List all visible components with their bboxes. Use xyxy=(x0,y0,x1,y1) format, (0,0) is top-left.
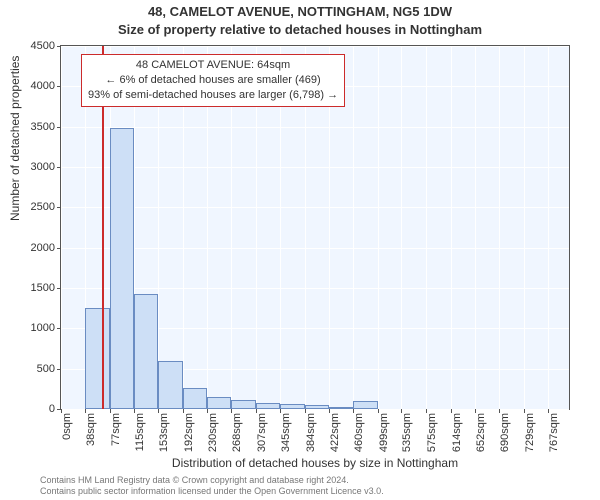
grid-vertical xyxy=(353,46,354,409)
histogram-bar xyxy=(353,401,378,409)
credits-line-1: Contains HM Land Registry data © Crown c… xyxy=(40,475,590,486)
x-tick-label: 575sqm xyxy=(426,409,438,452)
chart-title-main: 48, CAMELOT AVENUE, NOTTINGHAM, NG5 1DW xyxy=(0,4,600,19)
credits-line-2: Contains public sector information licen… xyxy=(40,486,590,497)
y-tick-mark xyxy=(57,369,61,370)
x-tick-label: 422sqm xyxy=(329,409,341,452)
histogram-bar xyxy=(183,388,207,409)
y-tick-mark xyxy=(57,127,61,128)
y-tick-label: 4000 xyxy=(5,80,55,92)
grid-vertical xyxy=(475,46,476,409)
callout-box: 48 CAMELOT AVENUE: 64sqm ← 6% of detache… xyxy=(81,54,345,107)
y-tick-mark xyxy=(57,248,61,249)
grid-vertical xyxy=(499,46,500,409)
x-tick-label: 729sqm xyxy=(524,409,536,452)
y-tick-label: 0 xyxy=(5,403,55,415)
x-tick-label: 345sqm xyxy=(280,409,292,452)
histogram-bar xyxy=(158,361,183,409)
x-tick-label: 77sqm xyxy=(110,409,122,446)
grid-horizontal xyxy=(61,207,569,208)
grid-vertical xyxy=(451,46,452,409)
y-tick-mark xyxy=(57,207,61,208)
y-tick-label: 3500 xyxy=(5,121,55,133)
callout-line-1: 48 CAMELOT AVENUE: 64sqm xyxy=(88,58,338,73)
callout-line-3: 93% of semi-detached houses are larger (… xyxy=(88,88,338,103)
x-tick-label: 38sqm xyxy=(85,409,97,446)
x-tick-label: 652sqm xyxy=(475,409,487,452)
x-tick-label: 230sqm xyxy=(207,409,219,452)
y-tick-label: 2500 xyxy=(5,201,55,213)
x-tick-label: 115sqm xyxy=(134,409,146,451)
x-tick-label: 268sqm xyxy=(231,409,243,452)
histogram-bar xyxy=(110,128,134,409)
grid-horizontal xyxy=(61,288,569,289)
credits: Contains HM Land Registry data © Crown c… xyxy=(40,475,590,498)
callout-line-2: ← 6% of detached houses are smaller (469… xyxy=(88,73,338,88)
x-tick-label: 767sqm xyxy=(548,409,560,452)
histogram-bar xyxy=(134,294,158,409)
plot-area: 48 CAMELOT AVENUE: 64sqm ← 6% of detache… xyxy=(60,45,570,410)
x-tick-label: 192sqm xyxy=(183,409,195,452)
grid-horizontal xyxy=(61,127,569,128)
y-tick-label: 2000 xyxy=(5,242,55,254)
x-axis-label: Distribution of detached houses by size … xyxy=(60,456,570,470)
y-tick-label: 1000 xyxy=(5,322,55,334)
y-tick-mark xyxy=(57,288,61,289)
histogram-bar xyxy=(231,400,256,409)
grid-horizontal xyxy=(61,46,569,47)
y-tick-mark xyxy=(57,328,61,329)
grid-vertical xyxy=(524,46,525,409)
y-tick-label: 4500 xyxy=(5,40,55,52)
x-tick-label: 153sqm xyxy=(158,409,170,452)
grid-vertical xyxy=(378,46,379,409)
histogram-bar xyxy=(85,308,110,409)
x-tick-label: 535sqm xyxy=(401,409,413,452)
chart-title-sub: Size of property relative to detached ho… xyxy=(0,22,600,37)
y-tick-mark xyxy=(57,46,61,47)
grid-vertical xyxy=(426,46,427,409)
grid-vertical xyxy=(548,46,549,409)
x-tick-label: 460sqm xyxy=(353,409,365,452)
y-tick-label: 500 xyxy=(5,363,55,375)
x-tick-label: 384sqm xyxy=(305,409,317,452)
x-tick-label: 0sqm xyxy=(61,409,73,440)
grid-horizontal xyxy=(61,248,569,249)
x-tick-label: 499sqm xyxy=(378,409,390,452)
x-tick-label: 307sqm xyxy=(256,409,268,452)
y-tick-label: 3000 xyxy=(5,161,55,173)
grid-vertical xyxy=(61,46,62,409)
x-tick-label: 614sqm xyxy=(451,409,463,452)
y-tick-mark xyxy=(57,86,61,87)
histogram-bar xyxy=(207,397,231,409)
grid-horizontal xyxy=(61,167,569,168)
y-tick-mark xyxy=(57,167,61,168)
grid-vertical xyxy=(401,46,402,409)
y-tick-label: 1500 xyxy=(5,282,55,294)
x-tick-label: 690sqm xyxy=(499,409,511,452)
property-size-chart: 48, CAMELOT AVENUE, NOTTINGHAM, NG5 1DW … xyxy=(0,0,600,500)
